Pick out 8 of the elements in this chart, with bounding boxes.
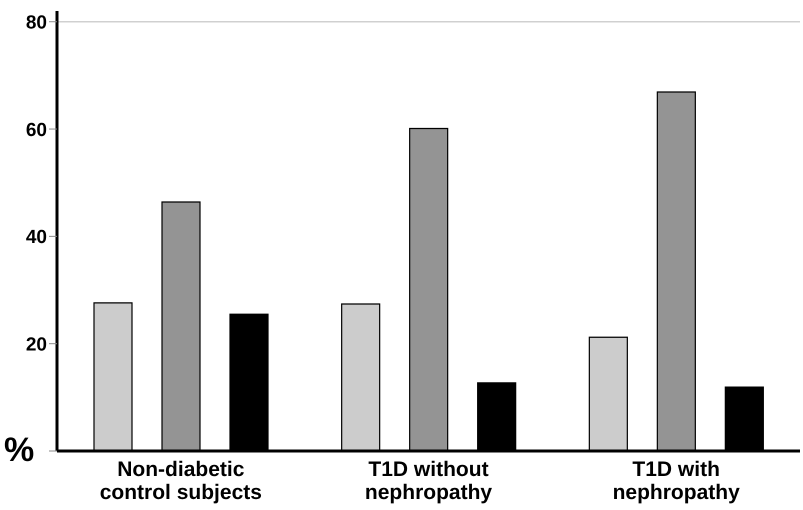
y-tick-label: 20 [26, 334, 47, 356]
y-tick-label: 40 [26, 227, 47, 248]
x-tick-label: T1D without nephropathy [364, 458, 492, 504]
y-tick-label: 60 [26, 120, 47, 141]
x-tick-label: Non-diabetic control subjects [100, 458, 262, 504]
y-axis-title: % [4, 431, 34, 469]
x-tick-label: T1D with nephropathy [612, 458, 740, 504]
y-tick-label: 80 [26, 12, 47, 34]
